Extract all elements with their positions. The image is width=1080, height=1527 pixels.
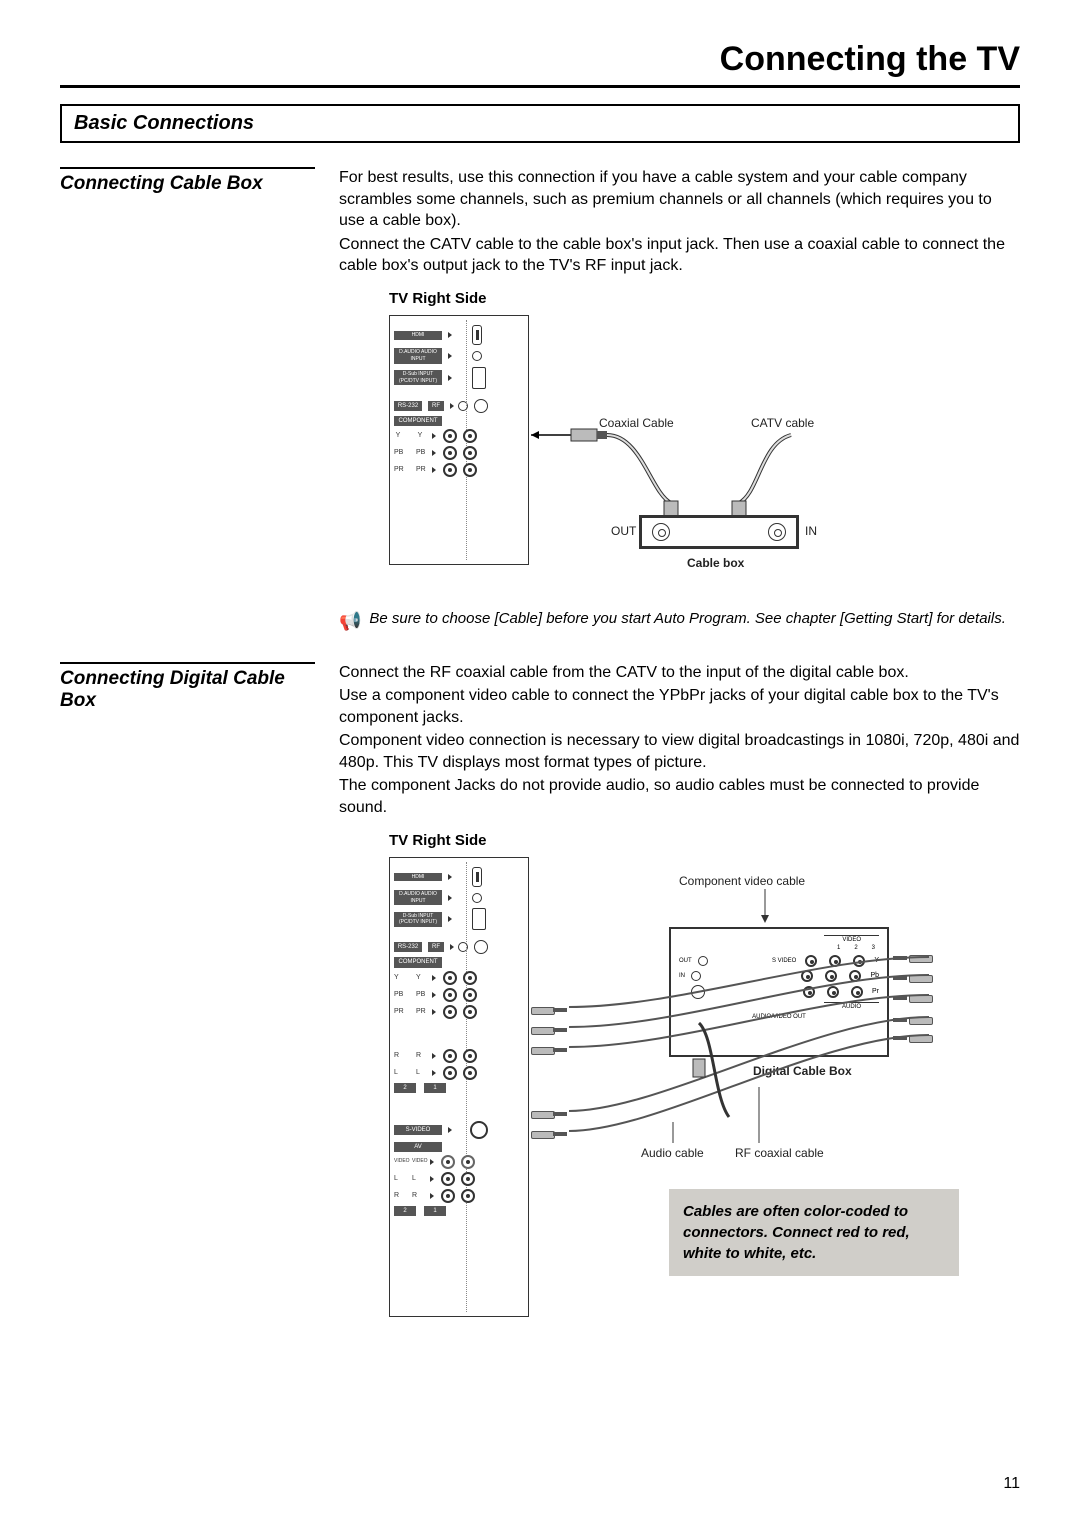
note-text: Be sure to choose [Cable] before you sta… [369,609,1020,629]
tv-label-y: Y [394,431,402,440]
tv-label-r: R [394,1051,402,1060]
note-auto-program: 📢 Be sure to choose [Cable] before you s… [339,609,1020,633]
heading-digital-cable-box: Connecting Digital Cable Box [60,668,315,712]
section-header: Basic Connections [60,104,1020,143]
cable-lines-icon [559,947,959,1167]
sec1-para1: For best results, use this connection if… [339,167,1020,232]
tv-label-svideo: S-VIDEO [394,1125,442,1135]
tv-label-l: L [394,1068,402,1077]
tv-label-av: AV [394,1142,442,1152]
label-coaxial: Coaxial Cable [599,415,674,431]
diagram-cable-box: HDMI D.AUDIO AUDIO INPUT D-Sub INPUT (PC… [359,315,1020,595]
tv-label-dsub-2: D-Sub INPUT (PC/DTV INPUT) [394,912,442,928]
label-out: OUT [611,523,636,539]
tv-label-pb: PB [394,448,402,457]
heading-cable-box: Connecting Cable Box [60,173,315,195]
diagram-digital-box: HDMI D.AUDIO AUDIO INPUT D-Sub INPUT (PC… [359,857,1020,1327]
sec1-dia-title: TV Right Side [389,289,1020,309]
tv-label-hdmi-2: HDMI [394,873,442,882]
tv-label-rf: RF [428,401,444,411]
sec2-para2: Use a component video cable to connect t… [339,685,1020,728]
speaker-icon: 📢 [339,609,361,633]
sec2-dia-title: TV Right Side [389,831,1020,851]
section-digital-cable-box: Connecting Digital Cable Box Connect the… [60,662,1020,1327]
tv-label-hdmi: HDMI [394,331,442,340]
label-component-video: Component video cable [679,873,805,889]
tv-label-rs232: RS-232 [394,401,422,411]
label-catv: CATV cable [751,415,814,431]
tip-box: Cables are often color-coded to connecto… [669,1189,959,1276]
tv-label-daudio-2: D.AUDIO AUDIO INPUT [394,890,442,906]
page-number: 11 [1003,1475,1020,1493]
tv-label-dsub: D-Sub INPUT (PC/DTV INPUT) [394,370,442,386]
tv-label-daudio: D.AUDIO AUDIO INPUT [394,348,442,364]
sec2-para3: Component video connection is necessary … [339,730,1020,773]
label-in: IN [805,523,817,539]
label-cablebox: Cable box [687,555,744,571]
tv-label-pr: PR [394,465,402,474]
dcb-label-video: VIDEO [824,935,879,944]
tv-label-component: COMPONENT [394,416,442,426]
sec1-para2: Connect the CATV cable to the cable box'… [339,234,1020,277]
sec2-para4: The component Jacks do not provide audio… [339,775,1020,818]
sec2-para1: Connect the RF coaxial cable from the CA… [339,662,1020,684]
section-cable-box: Connecting Cable Box For best results, u… [60,167,1020,634]
page-title: Connecting the TV [60,40,1020,88]
